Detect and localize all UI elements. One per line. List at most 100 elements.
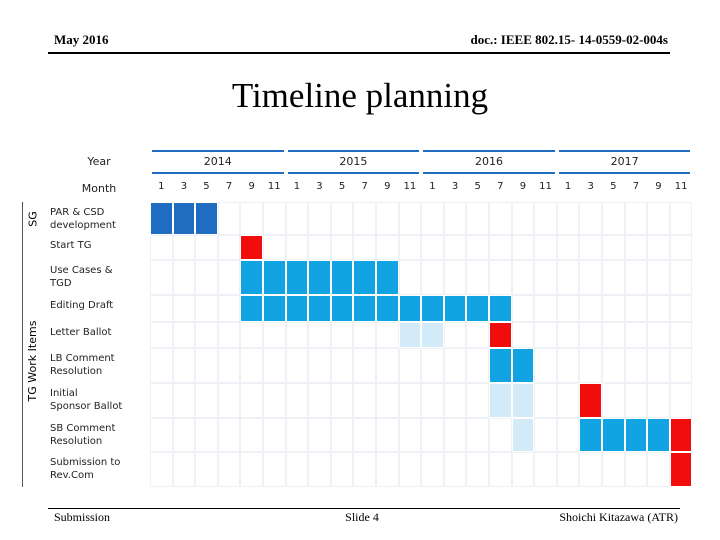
row-label: Editing Draft <box>50 300 114 311</box>
cell <box>669 202 693 235</box>
cell <box>624 260 648 295</box>
cell <box>556 295 580 322</box>
month-header: 1 <box>564 181 572 192</box>
cell <box>217 348 241 383</box>
cell <box>217 260 241 295</box>
cell <box>172 452 196 487</box>
cell <box>421 383 444 418</box>
bar-cell <box>511 383 535 418</box>
cell <box>579 322 602 348</box>
group-divider <box>22 235 46 487</box>
cell <box>308 418 331 452</box>
footer-right: Shoichi Kitazawa (ATR) <box>559 510 678 524</box>
cell <box>285 322 309 348</box>
cell <box>669 235 693 260</box>
cell <box>489 202 512 235</box>
cell <box>398 348 422 383</box>
month-header: 7 <box>632 181 640 192</box>
bar-cell <box>669 452 693 487</box>
cell <box>376 202 399 235</box>
cell <box>217 322 241 348</box>
cell <box>647 348 670 383</box>
bar-cell <box>579 418 602 452</box>
row-label: Initial Sponsor Ballot <box>50 388 123 412</box>
cell <box>624 202 648 235</box>
cell <box>376 322 399 348</box>
cell <box>511 452 535 487</box>
cell <box>285 235 309 260</box>
cell <box>669 260 693 295</box>
cell <box>421 260 444 295</box>
cell <box>217 235 241 260</box>
cell <box>353 418 376 452</box>
cell <box>285 202 309 235</box>
cell <box>669 322 693 348</box>
cell <box>172 322 196 348</box>
cell <box>195 260 218 295</box>
cell <box>308 202 331 235</box>
cell <box>602 202 625 235</box>
cell <box>443 235 467 260</box>
month-header: 9 <box>248 181 255 192</box>
cell <box>263 418 286 452</box>
cell <box>172 418 196 452</box>
cell <box>150 260 173 295</box>
cell <box>376 348 399 383</box>
cell <box>647 260 670 295</box>
bar-cell <box>263 295 286 322</box>
cell <box>556 348 580 383</box>
cell <box>285 348 309 383</box>
cell <box>376 418 399 452</box>
cell <box>602 235 625 260</box>
cell <box>511 202 535 235</box>
cell <box>624 295 648 322</box>
month-header: 7 <box>361 181 368 192</box>
month-header: 9 <box>519 181 527 192</box>
cell <box>195 295 218 322</box>
cell <box>466 202 489 235</box>
cell <box>353 322 376 348</box>
cell <box>511 235 535 260</box>
row-label: Letter Ballot <box>50 327 112 338</box>
cell <box>534 202 557 235</box>
bar-cell <box>195 202 218 235</box>
cell <box>466 235 489 260</box>
cell <box>421 418 444 452</box>
cell <box>602 260 625 295</box>
cell <box>602 383 625 418</box>
cell <box>217 383 241 418</box>
month-header: 3 <box>587 181 594 192</box>
cell <box>534 235 557 260</box>
bar-cell <box>398 322 422 348</box>
month-header: 1 <box>293 181 301 192</box>
cell <box>602 348 625 383</box>
cell <box>624 348 648 383</box>
cell <box>172 235 196 260</box>
cell <box>466 348 489 383</box>
cell <box>285 383 309 418</box>
cell <box>647 295 670 322</box>
cell <box>534 418 557 452</box>
cell <box>172 383 196 418</box>
cell <box>240 348 263 383</box>
cell <box>534 322 557 348</box>
cell <box>647 322 670 348</box>
cell <box>398 202 422 235</box>
cell <box>263 452 286 487</box>
month-header: 11 <box>403 181 417 192</box>
cell <box>330 235 354 260</box>
cell <box>172 260 196 295</box>
cell <box>263 322 286 348</box>
bar-cell <box>308 295 331 322</box>
bar-cell <box>511 348 535 383</box>
cell <box>330 452 354 487</box>
cell <box>647 202 670 235</box>
cell <box>489 260 512 295</box>
year-label: Year <box>87 155 111 168</box>
cell <box>330 383 354 418</box>
cell <box>421 202 444 235</box>
row-label: Use Cases & TGD <box>50 265 113 289</box>
cell <box>466 260 489 295</box>
year-header: 2015 <box>287 150 420 174</box>
cell <box>624 383 648 418</box>
